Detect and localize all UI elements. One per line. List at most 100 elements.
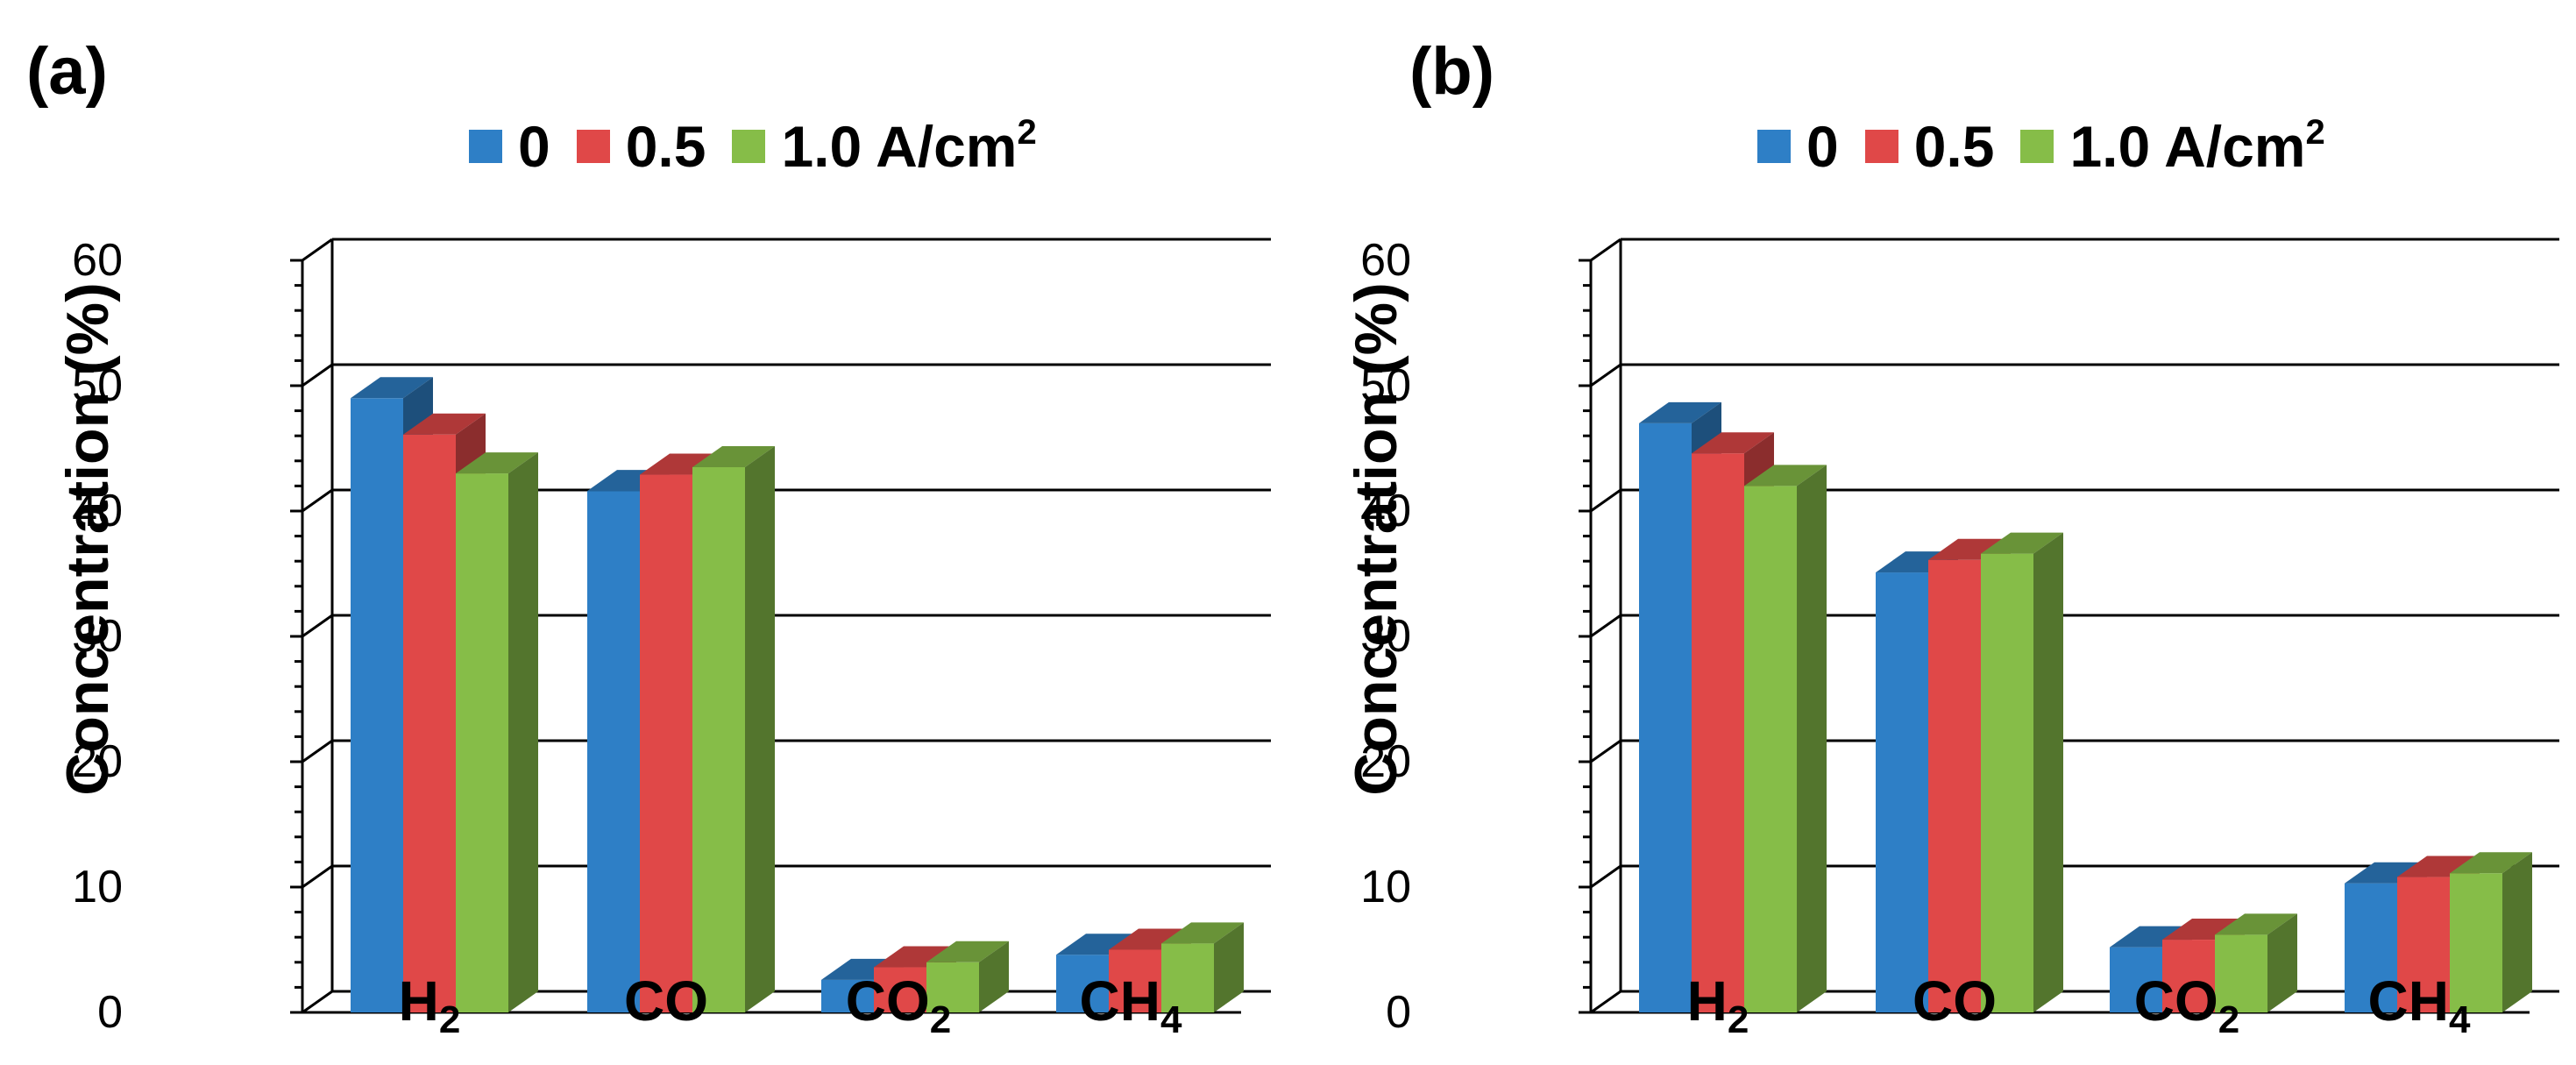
panel-label-b: (b)	[1409, 34, 1495, 109]
bar-front	[821, 979, 874, 1012]
bar-side	[745, 445, 775, 1012]
bar-front	[1639, 422, 1692, 1012]
bar-front	[351, 398, 403, 1012]
xtick-label-a: CO	[624, 969, 708, 1033]
legend-swatch	[2020, 130, 2054, 163]
bar-front	[456, 473, 508, 1012]
bar-top	[351, 377, 433, 399]
bar-top	[1109, 928, 1191, 950]
xtick-label-b: CO2	[2133, 969, 2240, 1041]
side-wall-line	[1590, 864, 1622, 889]
ytick-label-a: 60	[72, 235, 123, 286]
bar-side	[979, 941, 1009, 1012]
bar-side	[2267, 913, 2297, 1012]
bar-side	[508, 452, 538, 1012]
bar-top	[1639, 401, 1721, 423]
bar-top	[640, 453, 722, 475]
legend-swatch	[469, 130, 502, 163]
bar-top	[2450, 852, 2532, 874]
bar-front	[1928, 559, 1981, 1012]
bar-front	[640, 474, 692, 1012]
xtick-label-a: CO2	[845, 969, 952, 1041]
legend-item-b: 0	[1757, 113, 1839, 180]
xtick-label-b: CH4	[2367, 969, 2471, 1041]
bar-top	[2345, 862, 2427, 884]
bar-1-2-1	[1981, 532, 2063, 1012]
bar-front	[587, 491, 640, 1012]
side-wall-line	[302, 614, 333, 638]
bar-front	[1692, 453, 1744, 1012]
bar-front	[403, 434, 456, 1012]
side-wall-line	[1590, 990, 1622, 1014]
side-wall-line	[1590, 238, 1622, 262]
bar-front	[2345, 883, 2397, 1012]
bar-top	[1981, 532, 2063, 554]
chart-svg-a	[290, 238, 1271, 1014]
side-wall-line	[302, 238, 333, 262]
xtick-label-b: CO	[1912, 969, 1997, 1033]
xtick-label-a: CH4	[1079, 969, 1182, 1041]
side-wall-line	[302, 990, 333, 1014]
bar-1-2-0	[1744, 465, 1827, 1012]
xtick-label-b: H2	[1686, 969, 1749, 1041]
bar-side	[2502, 852, 2532, 1012]
ytick-label-b: 50	[1360, 360, 1411, 411]
legend-item-a: 0.5	[576, 113, 706, 180]
bar-front	[2397, 877, 2450, 1012]
bar-top	[874, 946, 956, 968]
legend-a: 0 0.5 1.0 A/cm2	[469, 113, 1063, 180]
ytick-label-b: 60	[1360, 235, 1411, 286]
bar-front	[692, 466, 745, 1012]
side-wall-line	[1590, 614, 1622, 638]
ytick-label-a: 0	[97, 987, 123, 1038]
bar-0-2-3	[1161, 922, 1244, 1012]
bar-front	[1876, 572, 1928, 1012]
legend-swatch	[1757, 130, 1791, 163]
bar-side	[2033, 532, 2063, 1012]
legend-item-a: 0	[469, 113, 550, 180]
bar-front	[2162, 940, 2215, 1012]
bar-top	[1692, 432, 1774, 454]
side-wall-line	[302, 488, 333, 513]
bar-top	[403, 413, 486, 435]
bar-front	[1161, 943, 1214, 1012]
bar-top	[926, 941, 1009, 962]
chart-panel-b: (b) Concentration (%) 0 10 20 30 40 50 6…	[1288, 0, 2576, 1065]
bar-front	[1744, 486, 1797, 1012]
bar-0-2-0	[456, 452, 538, 1012]
bar-top	[1056, 934, 1139, 955]
bar-0-2-2	[926, 941, 1009, 1012]
ytick-label-b: 0	[1386, 987, 1411, 1038]
ytick-label-a: 50	[72, 360, 123, 411]
ytick-label-b: 40	[1360, 486, 1411, 536]
bar-front	[1981, 553, 2033, 1012]
ytick-label-b: 10	[1360, 862, 1411, 912]
bar-front	[1056, 955, 1109, 1012]
bar-top	[456, 452, 538, 474]
side-wall-line	[1590, 739, 1622, 763]
bar-front	[874, 967, 926, 1012]
legend-swatch	[1864, 130, 1898, 163]
bar-front	[2450, 873, 2502, 1012]
side-wall-line	[1590, 363, 1622, 387]
ytick-label-a: 10	[72, 862, 123, 912]
side-wall-line	[302, 363, 333, 387]
bar-top	[1744, 465, 1827, 486]
legend-item-a: 1.0 A/cm2	[732, 113, 1037, 180]
side-wall-line	[302, 864, 333, 889]
bar-1-2-2	[2215, 913, 2297, 1012]
chart-panel-a: (a) Concentration (%) 0 10 20 30 40 50 6…	[26, 34, 1271, 1041]
bar-side	[1797, 465, 1827, 1012]
ytick-label-a: 20	[72, 736, 123, 787]
bar-front	[2110, 947, 2162, 1012]
bar-top	[1928, 538, 2011, 560]
bar-top	[1161, 922, 1244, 944]
side-wall-line	[302, 739, 333, 763]
bar-1-2-3	[2450, 852, 2532, 1012]
ytick-label-b: 20	[1360, 736, 1411, 787]
bar-front	[926, 962, 979, 1012]
bar-top	[2397, 856, 2480, 877]
bar-side	[1214, 922, 1244, 1012]
legend-swatch	[576, 130, 610, 163]
ytick-label-b: 30	[1360, 611, 1411, 662]
